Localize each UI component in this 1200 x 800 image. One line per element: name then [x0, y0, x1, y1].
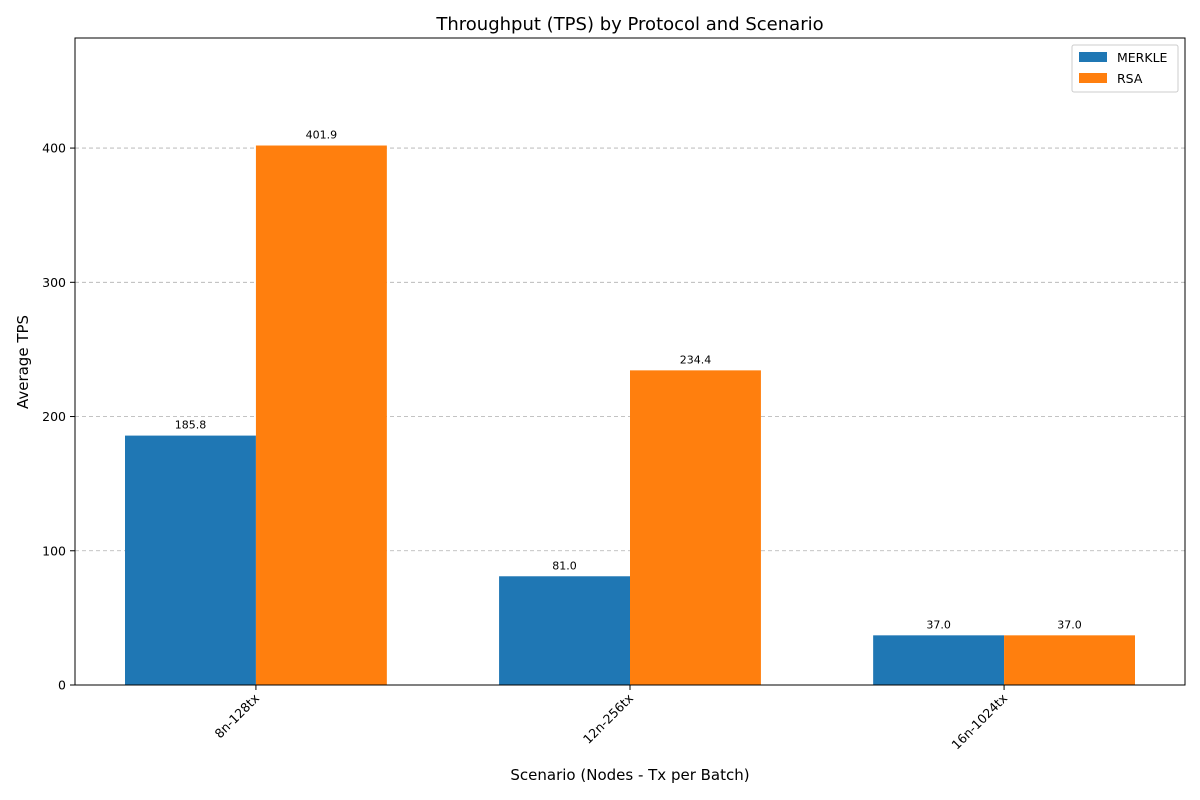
data-label-merkle-8n-128tx: 185.8	[175, 419, 207, 432]
x-tick-label: 8n-128tx	[211, 691, 262, 742]
x-axis-ticks: 8n-128tx 12n-256tx 16n-1024tx	[211, 685, 1010, 752]
data-label-rsa-8n-128tx: 401.9	[306, 129, 338, 142]
x-tick-label: 16n-1024tx	[948, 691, 1010, 753]
bar-rsa-8n-128tx	[255, 145, 387, 685]
y-tick-label: 0	[58, 678, 66, 693]
data-labels: 185.8 81.0 37.0 401.9 234.4 37.0	[175, 129, 1082, 632]
legend: MERKLE RSA	[1071, 44, 1179, 93]
legend-label-merkle: MERKLE	[1117, 50, 1168, 65]
data-label-rsa-16n-1024tx: 37.0	[1057, 618, 1082, 631]
legend-label-rsa: RSA	[1117, 71, 1143, 86]
y-tick-label: 300	[42, 275, 66, 290]
y-tick-label: 200	[42, 409, 66, 424]
bar-rsa-12n-256tx	[630, 370, 761, 685]
bar-merkle-12n-256tx	[499, 576, 630, 685]
y-tick-label: 100	[42, 543, 66, 558]
data-label-merkle-16n-1024tx: 37.0	[926, 618, 951, 631]
x-axis-label: Scenario (Nodes - Tx per Batch)	[510, 766, 749, 784]
y-axis-label: Average TPS	[14, 315, 32, 409]
legend-swatch-rsa	[1079, 73, 1107, 83]
bars	[125, 145, 1135, 685]
data-label-merkle-12n-256tx: 81.0	[552, 559, 577, 572]
x-tick-label: 12n-256tx	[580, 691, 636, 747]
legend-swatch-merkle	[1079, 52, 1107, 62]
y-axis-ticks: 0 100 200 300 400	[42, 141, 75, 693]
data-label-rsa-12n-256tx: 234.4	[680, 353, 712, 366]
bar-rsa-16n-1024tx	[1004, 635, 1135, 685]
y-tick-label: 400	[42, 141, 66, 156]
chart-title: Throughput (TPS) by Protocol and Scenari…	[435, 14, 823, 35]
bar-merkle-16n-1024tx	[873, 635, 1005, 685]
bar-merkle-8n-128tx	[125, 435, 256, 685]
